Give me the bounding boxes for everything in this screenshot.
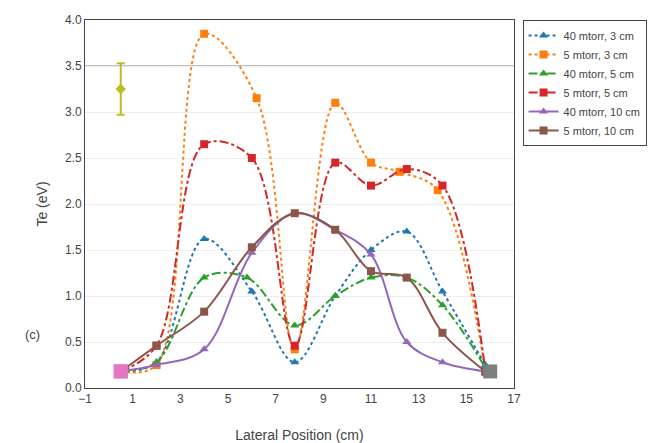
svg-text:3.5: 3.5	[65, 59, 82, 73]
svg-text:(c): (c)	[25, 327, 40, 342]
svg-text:2.0: 2.0	[65, 197, 82, 211]
svg-text:1: 1	[129, 392, 136, 406]
svg-text:13: 13	[412, 392, 426, 406]
svg-text:1.5: 1.5	[65, 243, 82, 257]
svg-text:7: 7	[272, 392, 279, 406]
svg-text:2.5: 2.5	[65, 151, 82, 165]
svg-text:4.0: 4.0	[65, 13, 82, 27]
svg-text:40 mtorr, 5 cm: 40 mtorr, 5 cm	[564, 68, 634, 80]
svg-text:5 mtorr, 5 cm: 5 mtorr, 5 cm	[564, 87, 628, 99]
svg-text:5 mtorr, 3 cm: 5 mtorr, 3 cm	[564, 49, 628, 61]
svg-text:5 mtorr, 10 cm: 5 mtorr, 10 cm	[564, 125, 634, 137]
svg-text:3: 3	[177, 392, 184, 406]
svg-text:3.0: 3.0	[65, 105, 82, 119]
svg-text:40 mtorr, 10 cm: 40 mtorr, 10 cm	[564, 106, 640, 118]
svg-text:0.5: 0.5	[65, 335, 82, 349]
svg-text:5: 5	[225, 392, 232, 406]
svg-text:0.0: 0.0	[65, 381, 82, 395]
svg-text:Lateral Position (cm): Lateral Position (cm)	[235, 427, 363, 443]
svg-text:9: 9	[320, 392, 327, 406]
svg-text:Te (eV): Te (eV)	[34, 181, 50, 226]
svg-text:17: 17	[507, 392, 521, 406]
svg-text:15: 15	[460, 392, 474, 406]
svg-text:11: 11	[365, 392, 378, 406]
svg-text:−1: −1	[78, 392, 92, 406]
svg-text:1.0: 1.0	[65, 289, 82, 303]
svg-text:40 mtorr, 3 cm: 40 mtorr, 3 cm	[564, 30, 634, 42]
